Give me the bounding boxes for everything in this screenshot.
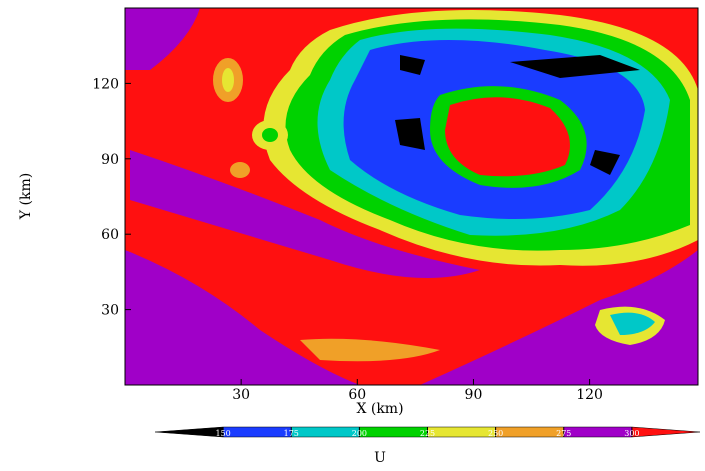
colorbar-tick-label: 175 xyxy=(284,429,299,438)
colorbar-segment xyxy=(154,426,224,438)
colorbar-segment xyxy=(291,426,360,438)
x-tick-label: 30 xyxy=(232,387,250,403)
x-tick-label: 90 xyxy=(465,387,483,403)
colorbar-tick-label: 275 xyxy=(556,429,571,438)
x-tick-label: 120 xyxy=(576,387,603,403)
contour-field xyxy=(125,8,698,385)
y-axis-label: Y (km) xyxy=(18,173,34,220)
plot-frame xyxy=(124,7,699,386)
colorbar-segment xyxy=(563,426,633,438)
colorbar-tick-label: 225 xyxy=(420,429,435,438)
x-tick-label: 60 xyxy=(348,387,366,403)
colorbar-segment xyxy=(631,426,701,438)
colorbar-label: U xyxy=(374,450,386,466)
colorbar-tick-label: 200 xyxy=(352,429,367,438)
y-tick-label: 60 xyxy=(101,227,119,243)
x-axis-label: X (km) xyxy=(356,401,403,417)
colorbar-segment xyxy=(427,426,496,438)
y-tick-label: 30 xyxy=(101,303,119,319)
colorbar-segment xyxy=(359,426,428,438)
colorbar-tick-label: 250 xyxy=(488,429,503,438)
colorbar-segment xyxy=(222,426,292,438)
y-tick-label: 120 xyxy=(92,76,119,92)
colorbar-tick-label: 300 xyxy=(624,429,639,438)
colorbar-tick-label: 150 xyxy=(215,429,230,438)
y-tick-label: 90 xyxy=(101,152,119,168)
colorbar-segment xyxy=(495,426,564,438)
